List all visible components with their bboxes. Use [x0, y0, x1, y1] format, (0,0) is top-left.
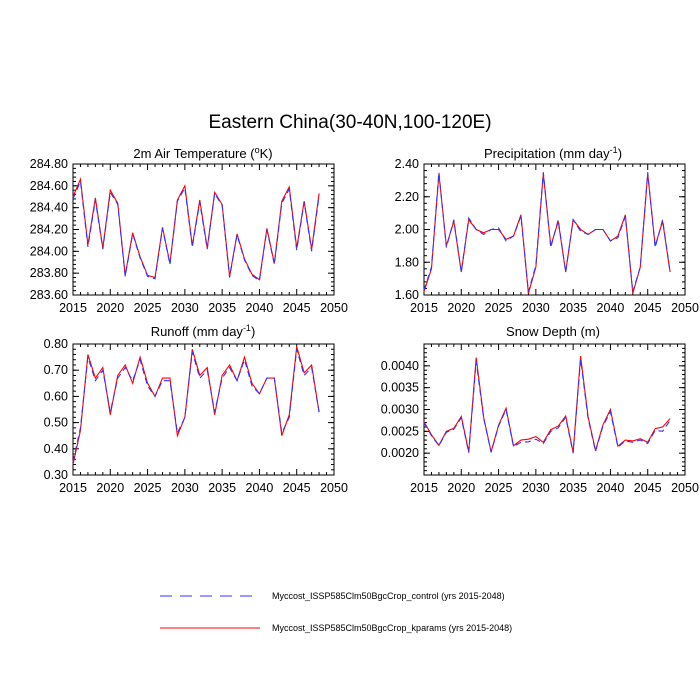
y-tick-label: 2.20	[395, 190, 419, 204]
y-tick-label: 283.60	[30, 288, 68, 302]
x-tick-label: 2020	[447, 301, 475, 315]
panel-title-text: Snow Depth (m)	[506, 324, 600, 339]
x-tick-label: 2025	[485, 481, 513, 495]
legend-control-label: Myccost_ISSP585Clm50BgcCrop_control (yrs…	[272, 591, 505, 601]
series-line-control	[72, 179, 320, 282]
y-tick-label: 283.80	[30, 266, 68, 280]
x-tick-label: 2045	[634, 481, 662, 495]
y-tick-label: 0.0025	[381, 424, 419, 438]
y-tick-label: 0.0040	[381, 359, 419, 373]
x-tick-label: 2020	[447, 481, 475, 495]
x-tick-label: 2050	[320, 481, 348, 495]
panel-runoff: Runoff (mm day-1) 2015 2020 2025 2030 2035 20…	[44, 323, 348, 495]
y-tick-label: 0.0030	[381, 403, 419, 417]
x-tick-label: 2015	[410, 301, 438, 315]
y-tick-label: 2.40	[395, 157, 419, 171]
panel-snow-depth: Snow Depth (m) 2015 2020 2025 2030 2035 2040 2…	[381, 324, 699, 495]
y-tick-label: 0.70	[44, 363, 68, 377]
x-tick-label: 2030	[522, 301, 550, 315]
main-title: Eastern China(30-40N,100-120E)	[208, 112, 491, 133]
x-tick-label: 2035	[559, 481, 587, 495]
y-tick-label: 0.80	[44, 337, 68, 351]
panel-title-suffix: )	[251, 324, 255, 339]
y-tick-label: 0.40	[44, 442, 68, 456]
x-tick-label: 2030	[171, 301, 199, 315]
series-line-control	[72, 349, 320, 463]
x-tick-label: 2040	[597, 301, 625, 315]
panel-title-superscript: -1	[243, 323, 251, 333]
y-tick-label: 0.60	[44, 389, 68, 403]
x-tick-label: 2015	[59, 301, 87, 315]
x-tick-label: 2035	[559, 301, 587, 315]
y-tick-label: 0.30	[44, 468, 68, 482]
panel-title-suffix: K)	[260, 146, 273, 161]
x-tick-label: 2050	[671, 481, 699, 495]
panel-title: Precipitation (mm day-1)	[484, 145, 622, 161]
panel-title: Snow Depth (m)	[506, 324, 600, 339]
y-tick-label: 284.60	[30, 179, 68, 193]
x-tick-label: 2015	[59, 481, 87, 495]
panel-title-suffix: )	[618, 146, 622, 161]
legend-kparams-label: Myccost_ISSP585Clm50BgcCrop_kparams (yrs…	[272, 623, 512, 633]
x-tick-label: 2035	[208, 481, 236, 495]
panel-precipitation: Precipitation (mm day-1) 2015 2020 2025 203…	[395, 145, 699, 315]
x-tick-label: 2050	[671, 301, 699, 315]
y-tick-label: 284.40	[30, 201, 68, 215]
y-tick-label: 0.0020	[381, 446, 419, 460]
panel-title: Runoff (mm day-1)	[151, 323, 256, 339]
x-tick-label: 2020	[96, 481, 124, 495]
y-tick-label: 284.00	[30, 244, 68, 258]
y-tick-label: 2.00	[395, 223, 419, 237]
legend: Myccost_ISSP585Clm50BgcCrop_control (yrs…	[160, 591, 512, 633]
panel-title-text: Precipitation (mm day	[484, 146, 610, 161]
x-tick-label: 2020	[96, 301, 124, 315]
panel-title-superscript: -1	[610, 145, 618, 155]
series-line-control	[423, 359, 671, 454]
x-tick-label: 2045	[283, 301, 311, 315]
x-tick-label: 2040	[246, 301, 274, 315]
x-tick-label: 2030	[171, 481, 199, 495]
y-tick-label: 1.60	[395, 288, 419, 302]
x-tick-label: 2025	[134, 301, 162, 315]
y-tick-label: 0.50	[44, 416, 68, 430]
panel-title-text: Runoff (mm day	[151, 324, 244, 339]
y-tick-label: 0.0035	[381, 381, 419, 395]
x-tick-label: 2040	[597, 481, 625, 495]
panel-title-superscript: o	[255, 145, 260, 155]
y-tick-label: 284.20	[30, 223, 68, 237]
x-tick-label: 2045	[283, 481, 311, 495]
panel-title: 2m Air Temperature (oK)	[133, 145, 272, 161]
x-tick-label: 2040	[246, 481, 274, 495]
panel-title-text: 2m Air Temperature (	[133, 146, 255, 161]
series-line-control	[423, 172, 671, 292]
x-tick-label: 2015	[410, 481, 438, 495]
x-tick-label: 2030	[522, 481, 550, 495]
x-tick-label: 2025	[485, 301, 513, 315]
x-tick-label: 2045	[634, 301, 662, 315]
x-tick-label: 2035	[208, 301, 236, 315]
y-tick-label: 1.80	[395, 255, 419, 269]
plot-frame	[72, 343, 335, 476]
y-tick-label: 284.80	[30, 157, 68, 171]
x-tick-label: 2050	[320, 301, 348, 315]
x-tick-label: 2025	[134, 481, 162, 495]
panel-air-temperature: 2m Air Temperature (oK) 2015 2020 2025 2030…	[30, 145, 348, 315]
